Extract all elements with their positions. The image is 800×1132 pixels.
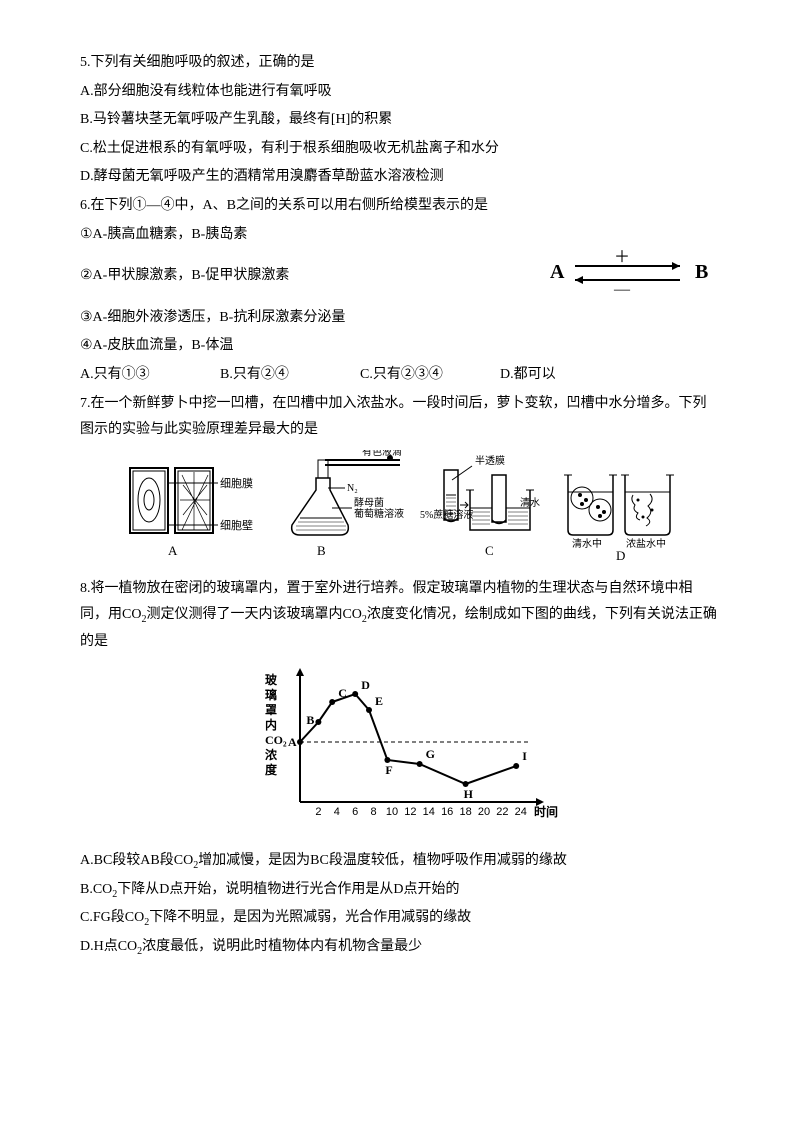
q5-option-c: C.松土促进根系的有氧呼吸，有利于根系细胞吸收无机盐离子和水分: [80, 136, 720, 163]
q7-fig-b: 有色液滴 N₂ 酵母菌 葡萄糖溶液 B: [292, 450, 404, 558]
svg-text:8: 8: [371, 806, 377, 818]
q6-diagram-plus: ＋: [614, 250, 630, 266]
svg-text:浓: 浓: [265, 747, 278, 762]
svg-text:时间: 时间: [534, 804, 558, 819]
q6-option-b: B.只有②④: [220, 362, 360, 389]
svg-text:A: A: [168, 543, 178, 558]
svg-text:4: 4: [334, 806, 340, 818]
q7-fig-c: 半透膜 5%蔗糖溶液 清水 C: [420, 454, 540, 558]
q5-option-b: B.马铃薯块茎无氧呼吸产生乳酸，最终有[H]的积累: [80, 107, 720, 134]
svg-text:16: 16: [441, 806, 453, 818]
svg-text:罩: 罩: [265, 703, 277, 717]
svg-text:浓盐水中: 浓盐水中: [626, 537, 666, 550]
svg-text:H: H: [464, 787, 474, 801]
svg-text:G: G: [426, 747, 435, 761]
q8-option-d: D.H点CO2浓度最低，说明此时植物体内有机物含量最少: [80, 934, 720, 961]
svg-text:I: I: [522, 749, 527, 763]
q6-diagram: A ＋ — B: [540, 250, 720, 305]
svg-text:CO₂: CO₂: [265, 733, 287, 747]
svg-text:22: 22: [496, 806, 508, 818]
q6-stem: 6.在下列①—④中，A、B之间的关系可以用右侧所给模型表示的是: [80, 193, 720, 220]
q8-stem: 8.将一植物放在密闭的玻璃罩内，置于室外进行培养。假定玻璃罩内植物的生理状态与自…: [80, 576, 720, 656]
q6-item-1: ①A-胰高血糖素，B-胰岛素: [80, 222, 720, 249]
q7-fig-d: 清水中 浓盐水中 D: [564, 475, 674, 563]
svg-text:20: 20: [478, 806, 490, 818]
q6-option-d: D.都可以: [500, 362, 640, 389]
q5-stem: 5.下列有关细胞呼吸的叙述，正确的是: [80, 50, 720, 77]
svg-text:2: 2: [315, 806, 321, 818]
svg-text:有色液滴: 有色液滴: [362, 450, 402, 458]
q7-fig-a: 细胞膜 细胞壁 A: [130, 468, 253, 558]
q8-option-c: C.FG段CO2下降不明显，是因为光照减弱，光合作用减弱的缘故: [80, 905, 720, 932]
q8-chart: 24681012141618202224玻璃罩内CO₂浓度时间ABCDEFGHI: [80, 662, 720, 832]
svg-text:C: C: [338, 686, 347, 700]
q8-option-a: A.BC段较AB段CO2增加减慢，是因为BC段温度较低，植物呼吸作用减弱的缘故: [80, 848, 720, 875]
q5-option-a: A.部分细胞没有线粒体也能进行有氧呼吸: [80, 79, 720, 106]
svg-text:5%蔗糖溶液: 5%蔗糖溶液: [420, 508, 473, 521]
svg-text:葡萄糖溶液: 葡萄糖溶液: [354, 507, 404, 520]
svg-text:细胞壁: 细胞壁: [220, 518, 253, 532]
svg-text:6: 6: [352, 806, 358, 818]
q6-diagram-b-label: B: [695, 261, 708, 283]
svg-text:D: D: [361, 678, 370, 692]
svg-text:12: 12: [404, 806, 416, 818]
svg-text:度: 度: [265, 762, 278, 777]
svg-text:B: B: [317, 543, 326, 558]
q7-figure: 细胞膜 细胞壁 A 有色液滴 N₂ 酵母菌 葡萄糖溶液 B 半透膜 5%: [80, 450, 720, 570]
svg-text:半透膜: 半透膜: [475, 454, 505, 467]
svg-text:C: C: [485, 543, 494, 558]
svg-text:细胞膜: 细胞膜: [220, 477, 253, 490]
q5-option-d: D.酵母菌无氧呼吸产生的酒精常用溴麝香草酚蓝水溶液检测: [80, 164, 720, 191]
svg-text:F: F: [385, 763, 392, 777]
q7-stem: 7.在一个新鲜萝卜中挖一凹槽，在凹槽中加入浓盐水。一段时间后，萝卜变软，凹槽中水…: [80, 391, 720, 444]
svg-text:14: 14: [423, 806, 435, 818]
q8-option-b: B.CO2下降从D点开始，说明植物进行光合作用是从D点开始的: [80, 877, 720, 904]
svg-text:24: 24: [515, 806, 527, 818]
svg-text:清水: 清水: [520, 496, 540, 509]
svg-text:璃: 璃: [265, 687, 277, 702]
q6-option-c: C.只有②③④: [360, 362, 500, 389]
svg-text:N₂: N₂: [347, 483, 358, 494]
svg-text:E: E: [375, 694, 383, 708]
svg-text:玻: 玻: [265, 672, 278, 687]
svg-text:B: B: [306, 713, 314, 727]
q6-diagram-a-label: A: [550, 261, 565, 283]
svg-text:A: A: [288, 735, 297, 749]
q6-item-2: ②A-甲状腺激素，B-促甲状腺激素: [80, 263, 540, 290]
q6-item-3: ③A-细胞外液渗透压，B-抗利尿激素分泌量: [80, 305, 720, 332]
svg-text:清水中: 清水中: [572, 537, 602, 550]
svg-text:D: D: [616, 548, 625, 563]
q6-diagram-minus: —: [613, 281, 631, 294]
svg-text:酵母菌: 酵母菌: [354, 497, 384, 509]
q6-item-4: ④A-皮肤血流量，B-体温: [80, 333, 720, 360]
q6-option-a: A.只有①③: [80, 362, 220, 389]
svg-text:10: 10: [386, 806, 398, 818]
svg-text:内: 内: [265, 717, 277, 732]
svg-text:18: 18: [459, 806, 471, 818]
q6-options: A.只有①③ B.只有②④ C.只有②③④ D.都可以: [80, 362, 720, 389]
